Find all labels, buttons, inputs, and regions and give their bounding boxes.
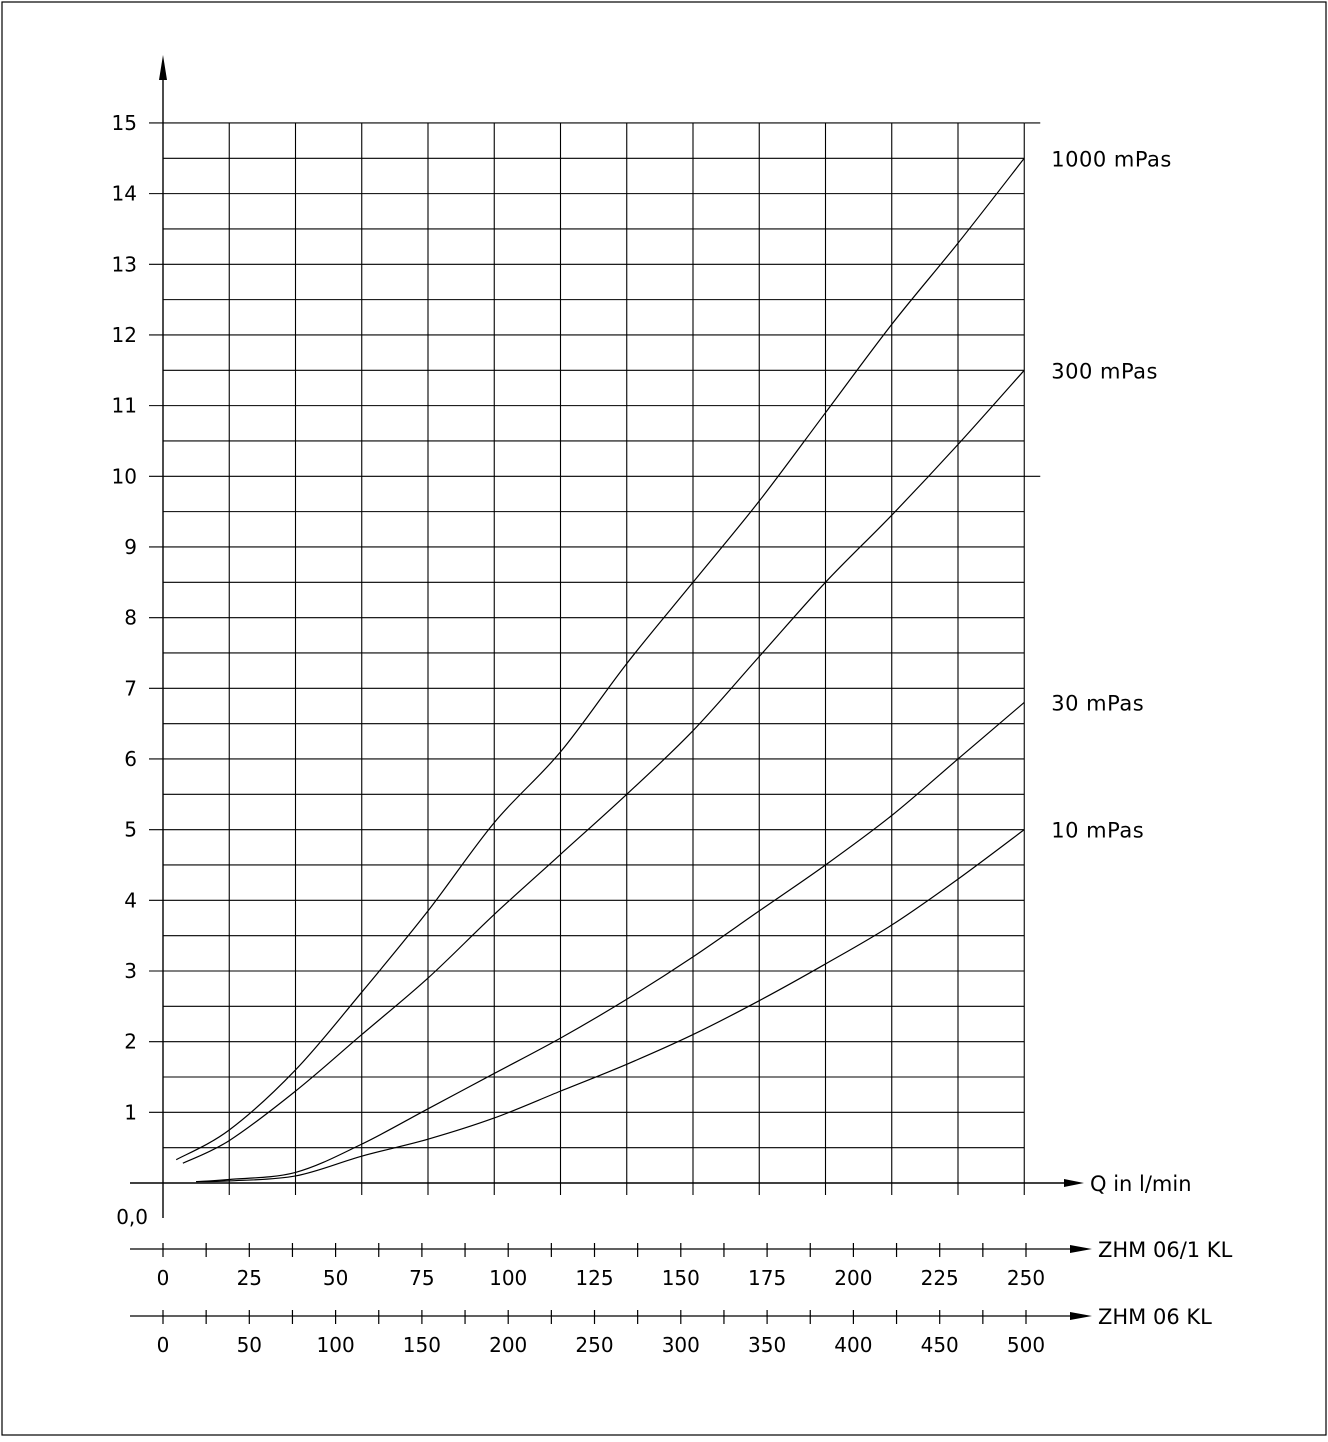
secondary-tick-label: 250 bbox=[575, 1333, 613, 1357]
grid bbox=[149, 122, 1041, 1195]
secondary-tick-label: 450 bbox=[921, 1333, 959, 1357]
series-line bbox=[196, 701, 1025, 1183]
y-axis-arrow bbox=[159, 55, 167, 80]
y-tick-label: 14 bbox=[112, 182, 137, 206]
secondary-tick-label: 150 bbox=[662, 1266, 700, 1290]
y-tick-label: 11 bbox=[112, 394, 137, 418]
x-axis-arrow bbox=[1064, 1179, 1084, 1187]
y-tick-label: 5 bbox=[124, 818, 137, 842]
y-tick-label: 10 bbox=[112, 464, 137, 488]
y-tick-label: 4 bbox=[124, 888, 137, 912]
secondary-tick-label: 100 bbox=[317, 1333, 355, 1357]
y-tick-label: 12 bbox=[112, 323, 137, 347]
series-lines bbox=[175, 157, 1025, 1183]
y-tick-label: 9 bbox=[124, 535, 137, 559]
secondary-tick-label: 100 bbox=[489, 1266, 527, 1290]
series-label: 1000 mPas bbox=[1051, 147, 1172, 171]
secondary-tick-label: 0 bbox=[157, 1266, 170, 1290]
series-line bbox=[175, 157, 1025, 1161]
secondary-tick-label: 175 bbox=[748, 1266, 786, 1290]
secondary-tick-label: 150 bbox=[403, 1333, 441, 1357]
secondary-tick-label: 300 bbox=[662, 1333, 700, 1357]
secondary-axis-title: ZHM 06 KL bbox=[1098, 1305, 1212, 1329]
secondary-tick-label: 500 bbox=[1007, 1333, 1045, 1357]
y-origin-label: 0,0 bbox=[116, 1205, 148, 1229]
series-label: 10 mPas bbox=[1051, 819, 1144, 843]
y-tick-label: 13 bbox=[112, 252, 137, 276]
y-tick-label: 3 bbox=[124, 959, 137, 983]
secondary-tick-label: 250 bbox=[1007, 1266, 1045, 1290]
series-line bbox=[182, 369, 1025, 1164]
secondary-tick-label: 50 bbox=[323, 1266, 348, 1290]
labels: Q in l/min 15 14 13 12 11 10 9 8 7 6 5 4 3 2 1 0,0 0 25 50 7… bbox=[112, 111, 1233, 1357]
y-tick-label: 8 bbox=[124, 606, 137, 630]
secondary-tick-label: 225 bbox=[921, 1266, 959, 1290]
secondary-tick-label: 75 bbox=[409, 1266, 434, 1290]
axes bbox=[130, 55, 1092, 1324]
y-tick-label: 15 bbox=[112, 111, 137, 135]
secondary-tick-label: 350 bbox=[748, 1333, 786, 1357]
secondary-axis-arrow bbox=[1070, 1245, 1092, 1253]
series-line bbox=[196, 829, 1025, 1183]
secondary-tick-label: 50 bbox=[237, 1333, 262, 1357]
x-axis-title: Q in l/min bbox=[1090, 1172, 1192, 1196]
secondary-axis-arrow bbox=[1070, 1312, 1092, 1320]
secondary-axis-title: ZHM 06/1 KL bbox=[1098, 1238, 1233, 1262]
y-tick-label: 7 bbox=[124, 676, 137, 700]
y-tick-label: 2 bbox=[124, 1030, 137, 1054]
series-label: 30 mPas bbox=[1051, 691, 1144, 715]
secondary-tick-label: 0 bbox=[157, 1333, 170, 1357]
secondary-tick-label: 200 bbox=[834, 1266, 872, 1290]
secondary-tick-label: 25 bbox=[237, 1266, 262, 1290]
y-tick-label: 1 bbox=[124, 1100, 137, 1124]
y-tick-label: 6 bbox=[124, 747, 137, 771]
series-label: 300 mPas bbox=[1051, 359, 1158, 383]
secondary-tick-label: 200 bbox=[489, 1333, 527, 1357]
secondary-tick-label: 400 bbox=[834, 1333, 872, 1357]
secondary-tick-label: 125 bbox=[575, 1266, 613, 1290]
